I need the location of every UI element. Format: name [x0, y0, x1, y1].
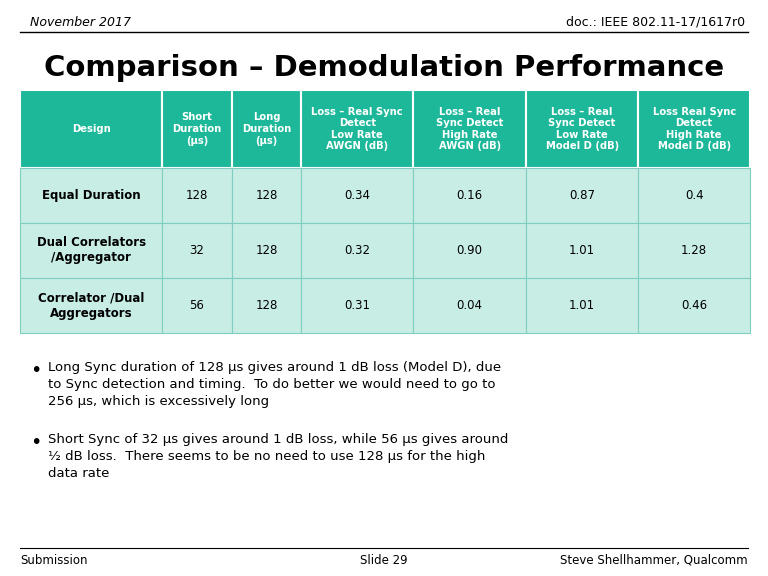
Text: Loss – Real
Sync Detect
High Rate
AWGN (dB): Loss – Real Sync Detect High Rate AWGN (…	[436, 107, 503, 151]
Text: 0.32: 0.32	[344, 244, 370, 257]
Bar	[526, 90, 638, 168]
Bar	[232, 278, 301, 333]
Text: Comparison – Demodulation Performance: Comparison – Demodulation Performance	[44, 54, 724, 82]
Bar	[301, 90, 413, 168]
Text: 0.46: 0.46	[681, 299, 707, 312]
Text: Long
Duration
(μs): Long Duration (μs)	[242, 112, 291, 146]
Bar	[20, 168, 162, 223]
Bar	[20, 278, 162, 333]
Bar	[413, 168, 526, 223]
Text: 0.4: 0.4	[685, 189, 703, 202]
Text: •: •	[30, 361, 41, 380]
Text: Loss – Real
Sync Detect
Low Rate
Model D (dB): Loss – Real Sync Detect Low Rate Model D…	[545, 107, 619, 151]
Bar	[413, 90, 526, 168]
Bar	[301, 278, 413, 333]
Text: doc.: IEEE 802.11-17/1617r0: doc.: IEEE 802.11-17/1617r0	[566, 16, 745, 28]
Text: Design: Design	[71, 124, 111, 134]
Bar	[526, 168, 638, 223]
Text: 0.90: 0.90	[457, 244, 482, 257]
Text: 128: 128	[255, 244, 277, 257]
Bar	[413, 278, 526, 333]
Bar	[20, 223, 162, 278]
Text: 0.04: 0.04	[457, 299, 482, 312]
Text: Dual Correlators
/Aggregator: Dual Correlators /Aggregator	[37, 237, 146, 264]
Text: Submission: Submission	[20, 554, 88, 567]
Text: November 2017: November 2017	[30, 16, 131, 28]
Text: Long Sync duration of 128 μs gives around 1 dB loss (Model D), due
to Sync detec: Long Sync duration of 128 μs gives aroun…	[48, 361, 502, 408]
Text: 128: 128	[186, 189, 208, 202]
Text: 32: 32	[190, 244, 204, 257]
Bar	[232, 168, 301, 223]
Bar	[162, 223, 232, 278]
Text: 1.01: 1.01	[569, 244, 595, 257]
Bar	[232, 90, 301, 168]
Text: Short Sync of 32 μs gives around 1 dB loss, while 56 μs gives around
½ dB loss. : Short Sync of 32 μs gives around 1 dB lo…	[48, 433, 508, 480]
Bar	[638, 90, 750, 168]
Bar	[301, 223, 413, 278]
Bar	[638, 223, 750, 278]
Bar	[526, 278, 638, 333]
Text: 56: 56	[190, 299, 204, 312]
Text: Equal Duration: Equal Duration	[42, 189, 141, 202]
Text: 0.87: 0.87	[569, 189, 595, 202]
Bar	[638, 278, 750, 333]
Bar	[413, 223, 526, 278]
Text: Steve Shellhammer, Qualcomm: Steve Shellhammer, Qualcomm	[561, 554, 748, 567]
Bar	[162, 278, 232, 333]
Text: Loss – Real Sync
Detect
Low Rate
AWGN (dB): Loss – Real Sync Detect Low Rate AWGN (d…	[312, 107, 403, 151]
Text: Loss Real Sync
Detect
High Rate
Model D (dB): Loss Real Sync Detect High Rate Model D …	[653, 107, 736, 151]
Text: 1.01: 1.01	[569, 299, 595, 312]
Bar	[20, 90, 162, 168]
Bar	[162, 90, 232, 168]
Text: 1.28: 1.28	[681, 244, 707, 257]
Text: •: •	[30, 433, 41, 452]
Text: Correlator /Dual
Aggregators: Correlator /Dual Aggregators	[38, 291, 144, 320]
Text: 128: 128	[255, 299, 277, 312]
Bar	[162, 168, 232, 223]
Text: Short
Duration
(μs): Short Duration (μs)	[172, 112, 222, 146]
Bar	[301, 168, 413, 223]
Text: 0.31: 0.31	[344, 299, 370, 312]
Text: 0.16: 0.16	[457, 189, 483, 202]
Text: 0.34: 0.34	[344, 189, 370, 202]
Text: Slide 29: Slide 29	[360, 554, 408, 567]
Text: 128: 128	[255, 189, 277, 202]
Bar	[232, 223, 301, 278]
Bar	[638, 168, 750, 223]
Bar	[526, 223, 638, 278]
